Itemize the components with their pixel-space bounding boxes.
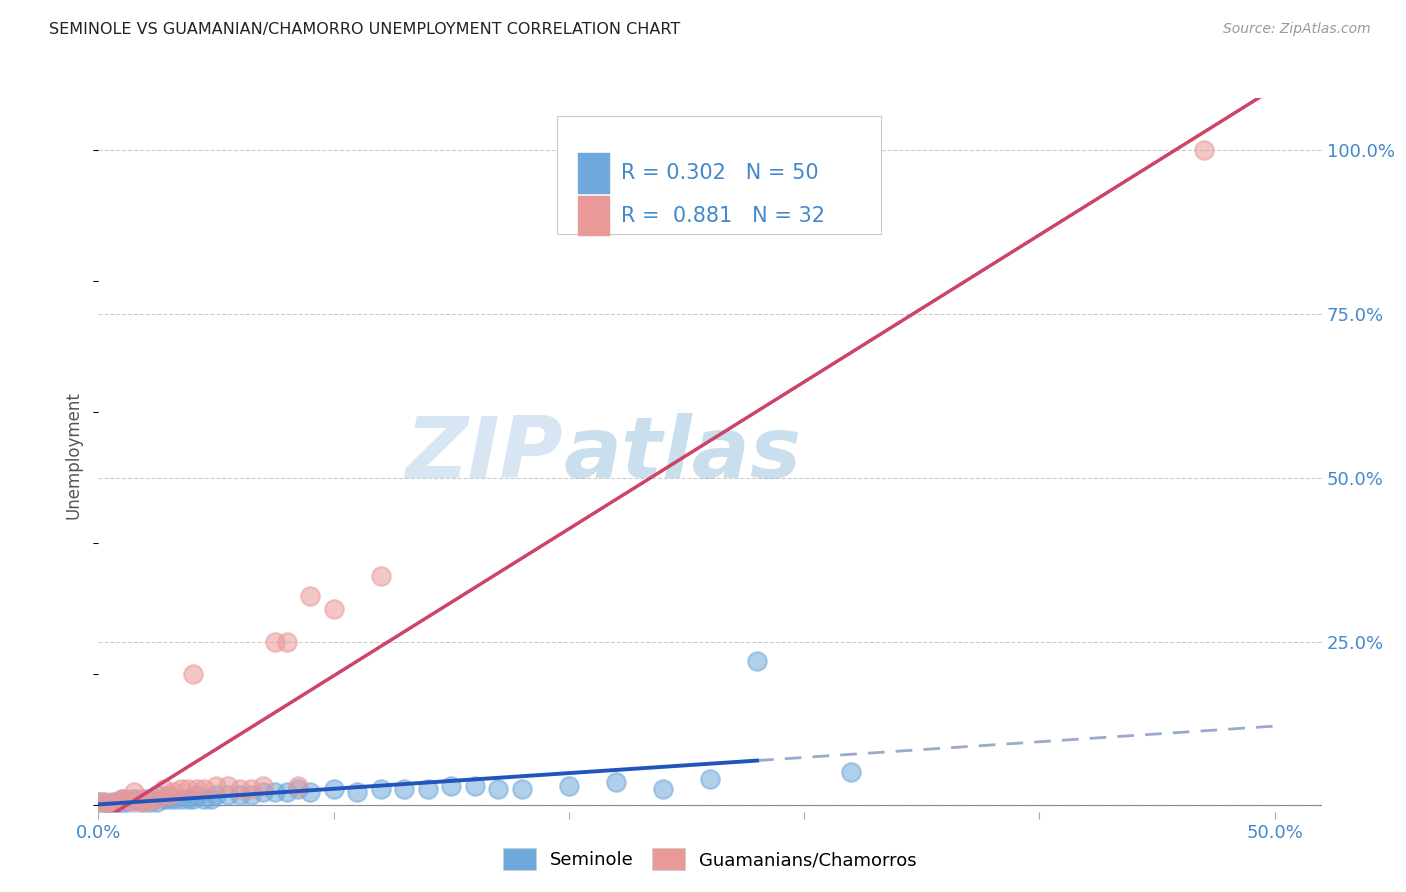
- Text: SEMINOLE VS GUAMANIAN/CHAMORRO UNEMPLOYMENT CORRELATION CHART: SEMINOLE VS GUAMANIAN/CHAMORRO UNEMPLOYM…: [49, 22, 681, 37]
- Text: R = 0.302   N = 50: R = 0.302 N = 50: [620, 163, 818, 183]
- Point: [263, 634, 285, 648]
- Point: [276, 785, 298, 799]
- Point: [87, 795, 110, 809]
- Point: [652, 781, 675, 796]
- Point: [122, 791, 145, 805]
- Point: [186, 789, 208, 803]
- Point: [558, 779, 581, 793]
- Point: [177, 781, 200, 796]
- Y-axis label: Unemployment: Unemployment: [65, 391, 83, 519]
- Text: atlas: atlas: [564, 413, 801, 497]
- Point: [322, 601, 344, 615]
- Point: [170, 781, 193, 796]
- Point: [157, 789, 180, 803]
- Point: [370, 781, 392, 796]
- Point: [276, 634, 298, 648]
- Point: [111, 795, 134, 809]
- Point: [322, 781, 344, 796]
- Point: [181, 667, 204, 681]
- Point: [115, 791, 138, 805]
- Point: [1192, 144, 1215, 158]
- Point: [153, 781, 176, 796]
- Point: [205, 779, 228, 793]
- Point: [287, 779, 309, 793]
- Point: [252, 779, 274, 793]
- Point: [228, 781, 250, 796]
- Point: [163, 791, 186, 805]
- Point: [299, 785, 322, 799]
- Point: [146, 791, 169, 805]
- FancyBboxPatch shape: [557, 116, 882, 234]
- Point: [111, 791, 134, 805]
- Point: [605, 775, 627, 789]
- Point: [139, 791, 162, 805]
- Point: [129, 791, 152, 805]
- Bar: [578, 196, 609, 235]
- Point: [228, 789, 250, 803]
- Point: [193, 781, 215, 796]
- Point: [464, 779, 486, 793]
- Point: [98, 796, 121, 810]
- Point: [87, 795, 110, 809]
- Legend: Seminole, Guamanians/Chamorros: Seminole, Guamanians/Chamorros: [503, 848, 917, 871]
- Point: [91, 795, 114, 809]
- Point: [240, 789, 263, 803]
- Point: [263, 785, 285, 799]
- Point: [699, 772, 721, 786]
- Point: [134, 795, 156, 809]
- Point: [139, 795, 162, 809]
- Point: [510, 781, 533, 796]
- Point: [122, 793, 145, 807]
- Point: [486, 781, 509, 796]
- Point: [134, 791, 156, 805]
- Point: [105, 796, 128, 810]
- Point: [157, 791, 180, 805]
- Point: [146, 795, 169, 809]
- Point: [200, 791, 222, 805]
- Point: [170, 791, 193, 805]
- Point: [252, 785, 274, 799]
- Point: [392, 781, 416, 796]
- Point: [193, 791, 215, 805]
- Point: [177, 791, 200, 805]
- Point: [181, 791, 204, 805]
- Point: [163, 785, 186, 799]
- Point: [122, 795, 145, 809]
- Point: [299, 589, 322, 603]
- Point: [240, 781, 263, 796]
- Point: [440, 779, 463, 793]
- Point: [157, 789, 180, 803]
- Point: [839, 765, 862, 780]
- Point: [111, 791, 134, 805]
- Point: [416, 781, 439, 796]
- Text: R =  0.881   N = 32: R = 0.881 N = 32: [620, 206, 825, 226]
- Point: [153, 791, 176, 805]
- Point: [217, 789, 239, 803]
- Point: [217, 779, 239, 793]
- Point: [745, 654, 768, 668]
- Point: [205, 789, 228, 803]
- Point: [346, 785, 368, 799]
- Point: [122, 785, 145, 799]
- Text: Source: ZipAtlas.com: Source: ZipAtlas.com: [1223, 22, 1371, 37]
- Point: [101, 795, 124, 809]
- Point: [146, 789, 169, 803]
- Point: [129, 795, 152, 809]
- Point: [370, 569, 392, 583]
- Point: [97, 796, 120, 810]
- Point: [186, 781, 208, 796]
- Point: [94, 795, 117, 809]
- Text: ZIP: ZIP: [405, 413, 564, 497]
- Point: [287, 781, 309, 796]
- Point: [134, 793, 156, 807]
- Point: [105, 795, 128, 809]
- Bar: [578, 153, 609, 193]
- Point: [115, 795, 138, 809]
